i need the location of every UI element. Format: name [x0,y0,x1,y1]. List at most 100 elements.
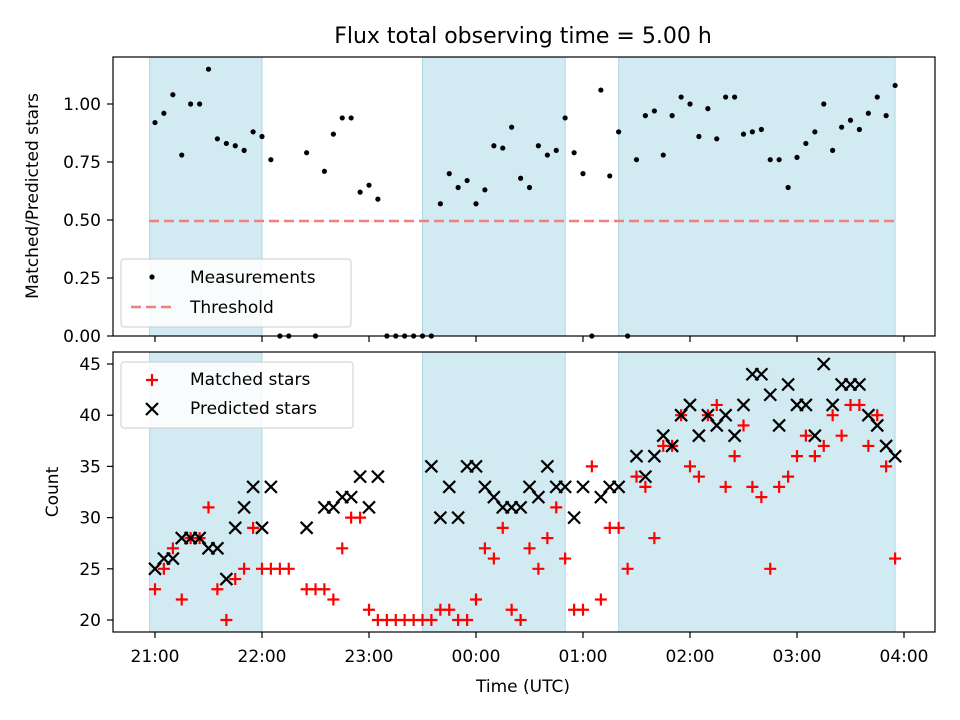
measurement-point [794,154,800,160]
measurement-point [705,106,711,112]
measurement-point [482,187,488,193]
measurement-point [660,152,666,158]
matched-star-point [684,460,696,473]
matched-star-point [238,562,251,575]
matched-star-point [149,583,161,596]
measurement-point [767,157,773,163]
legend-matched-marker [146,374,158,386]
bottom-shaded-intervals [149,351,896,633]
matched-star-point [559,552,572,565]
measurement-point [883,113,889,119]
measurement-point [598,87,604,93]
matched-star-point [496,521,509,534]
measurement-point [669,113,675,119]
bottom-shaded-interval [422,351,566,633]
predicted-star-point [371,469,385,484]
measurement-point [874,94,880,100]
matched-star-point [166,542,179,555]
bottom-y-tick-label: 40 [79,406,101,426]
measurement-point [758,126,764,133]
top-plot-frame [112,56,936,337]
measurement-point [241,147,247,153]
predicted-star-point [665,439,679,453]
predicted-star-point [210,541,225,556]
matched-star-point [746,480,759,493]
measurement-point [544,152,550,158]
measurement-point [580,171,586,177]
measurement-point [500,145,506,151]
predicted-star-point [692,428,706,443]
bottom-y-tick-label: 35 [79,457,101,477]
matched-star-point [202,501,215,514]
measurement-point [437,201,443,207]
predicted-star-point [362,500,376,515]
x-tick-label: 04:00 [880,647,929,667]
top-y-ticks: 0.00 0.25 0.50 0.75 1.00 [63,95,113,347]
matched-star-point [808,450,821,463]
measurement-point [509,124,515,130]
top-x-ticks [154,336,905,342]
matched-star-point [728,450,741,463]
measurement-point [339,115,345,121]
predicted-star-point [540,459,555,474]
measurement-point [232,143,238,149]
x-tick-label: 22:00 [238,647,287,667]
predicted-star-point [763,387,778,402]
predicted-star-point [344,490,358,504]
measurement-point [330,131,336,137]
measurement-point [830,147,836,153]
matched-star-point [577,603,589,616]
measurement-point [696,133,702,140]
bottom-y-ticks: 20 25 30 35 40 45 [79,355,113,631]
matched-star-point [478,542,491,555]
matched-star-point [737,419,750,432]
predicted-star-point [816,357,831,371]
measurement-point [188,101,194,107]
measurement-point [892,82,898,89]
predicted-star-point [442,480,457,494]
x-tick-label: 03:00 [773,647,822,667]
matched-star-point [817,439,830,452]
top-legend: Measurements Threshold [120,258,352,328]
matched-star-point [585,460,598,473]
matched-star-point [621,562,634,575]
measurement-point [348,115,354,121]
top-legend-box [120,258,352,328]
measurement-point [821,101,827,107]
matched-star-point [871,409,884,422]
matched-star-point [764,562,777,575]
predicted-star-point [264,480,278,494]
bottom-y-axis-label: Count [43,466,63,517]
matched-star-point [648,532,661,545]
matched-star-point [710,398,723,411]
matched-star-point [229,573,242,586]
measurement-point [179,152,185,158]
matched-star-point [327,593,340,606]
measurement-point [776,157,782,163]
matched-star-point [318,583,331,596]
predicted-star-point [237,500,251,515]
predicted-star-point [451,510,465,525]
matched-star-point [880,460,893,473]
top-shaded-interval [618,56,896,337]
predicted-star-point [353,469,367,484]
matched-star-point [755,491,768,504]
measurement-point [749,129,755,135]
measurement-point [161,110,167,116]
measurement-point [839,124,845,130]
bottom-legend: Matched stars Predicted stars [120,361,354,429]
measurement-point [642,113,648,119]
matched-star-point [470,593,482,606]
measurement-point [304,150,310,156]
bottom-x-ticks: 21:00 22:00 23:00 00:00 01:00 02:00 03:00 04:00 [131,632,929,667]
measurement-point [732,94,738,100]
legend-measurements-label: Measurements [190,268,316,288]
measurement-point [812,129,818,135]
matched-star-point [782,470,795,483]
predicted-star-point [870,418,885,433]
predicted-star-point [558,480,572,494]
predicted-star-point [683,398,697,412]
legend-predicted-marker [145,402,159,416]
measurement-point [223,140,229,147]
